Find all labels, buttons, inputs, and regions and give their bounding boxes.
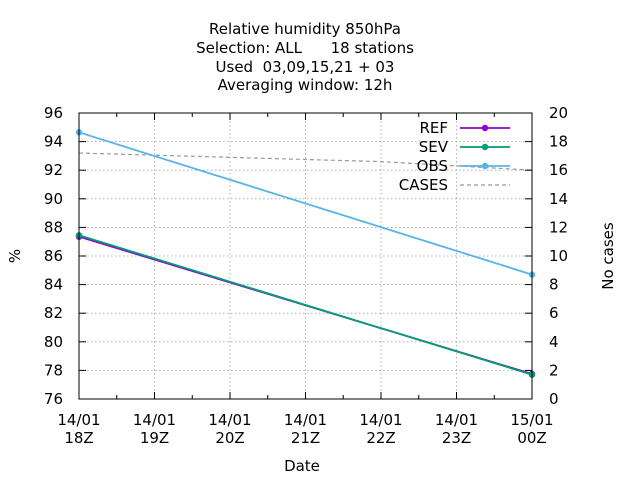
x-tick-label-date: 14/01 — [57, 411, 100, 429]
y2-tick-label: 2 — [549, 361, 559, 379]
x-tick-label-date: 14/01 — [359, 411, 402, 429]
y-tick-label: 94 — [44, 133, 63, 151]
legend-label-cases: CASES — [399, 176, 448, 194]
x-tick-label-date: 15/01 — [510, 411, 553, 429]
x-tick-label-date: 14/01 — [284, 411, 327, 429]
y2-tick-label: 0 — [549, 390, 559, 408]
x-tick-label-hour: 21Z — [291, 429, 320, 447]
y-tick-label: 96 — [44, 104, 63, 122]
y-tick-label: 90 — [44, 190, 63, 208]
y2-tick-label: 14 — [549, 190, 568, 208]
ticks: 76 78 80 82 84 86 88 90 92 94 96 0 2 4 6 8 10 12 14 16 18 20 1… — [44, 104, 568, 447]
y2-tick-label: 18 — [549, 133, 568, 151]
legend-marker-sev — [481, 143, 489, 151]
x-tick-label-date: 14/01 — [208, 411, 251, 429]
x-tick-label-date: 14/01 — [133, 411, 176, 429]
legend-marker-obs — [481, 162, 489, 170]
y-tick-label: 78 — [44, 361, 63, 379]
x-tick-label-hour: 18Z — [64, 429, 93, 447]
x-axis-label: Date — [284, 457, 320, 475]
title-line-3: Used 03,09,15,21 + 03 — [216, 58, 395, 76]
x-tick-label-hour: 22Z — [366, 429, 395, 447]
x-tick-label-hour: 23Z — [442, 429, 471, 447]
y-tick-label: 86 — [44, 247, 63, 265]
x-tick-label-date: 14/01 — [435, 411, 478, 429]
series-line-sev — [78, 234, 533, 376]
y-tick-label: 92 — [44, 161, 63, 179]
legend-label-obs: OBS — [417, 157, 448, 175]
series-line-cases — [78, 152, 533, 171]
y2-tick-label: 6 — [549, 304, 559, 322]
y-tick-label: 84 — [44, 276, 63, 294]
y-tick-label: 80 — [44, 333, 63, 351]
title-line-4: Averaging window: 12h — [218, 76, 393, 94]
x-tick-label-hour: 20Z — [215, 429, 244, 447]
title-line-1: Relative humidity 850hPa — [209, 20, 401, 38]
y-tick-label: 76 — [44, 390, 63, 408]
y-tick-label: 88 — [44, 218, 63, 236]
x-tick-label-hour: 19Z — [140, 429, 169, 447]
y2-tick-label: 12 — [549, 218, 568, 236]
chart-title: Relative humidity 850hPa Selection: ALL … — [196, 20, 414, 94]
y-tick-label: 82 — [44, 304, 63, 322]
y-axis-label: % — [6, 249, 24, 263]
legend-label-ref: REF — [419, 119, 448, 137]
grid — [79, 113, 532, 399]
series-line-obs — [78, 131, 533, 276]
legend-marker-ref — [481, 124, 489, 132]
y2-tick-label: 20 — [549, 104, 568, 122]
y2-tick-label: 16 — [549, 161, 568, 179]
y2-tick-label: 10 — [549, 247, 568, 265]
legend-label-sev: SEV — [419, 138, 449, 156]
y2-tick-label: 4 — [549, 333, 559, 351]
x-tick-label-hour: 00Z — [517, 429, 546, 447]
title-line-2: Selection: ALL 18 stations — [196, 39, 414, 57]
y2-axis-label: No cases — [599, 222, 617, 290]
series-layer — [75, 129, 536, 378]
y2-tick-label: 8 — [549, 276, 559, 294]
